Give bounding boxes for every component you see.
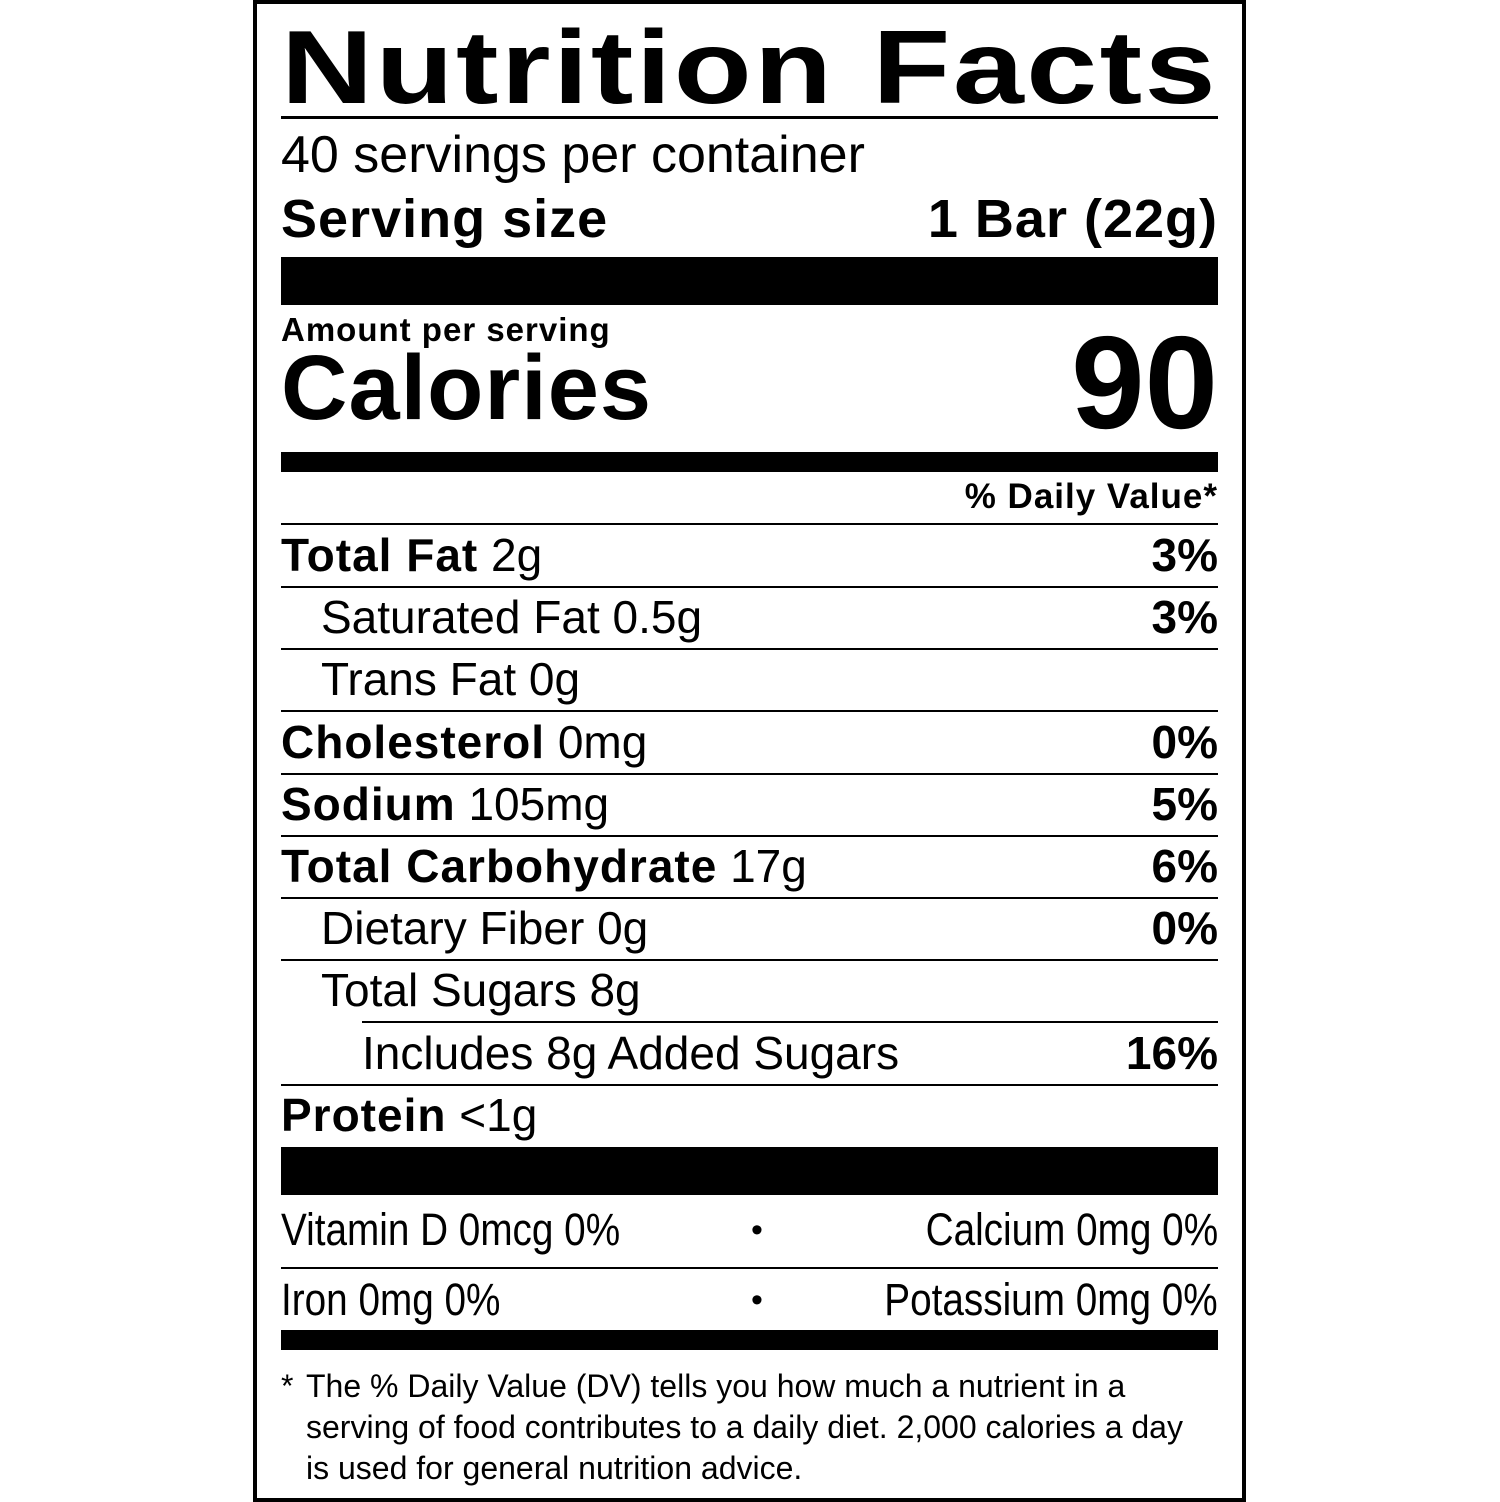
daily-value-percent: 16% bbox=[1125, 1026, 1218, 1079]
nutrient-amount: 17g bbox=[730, 840, 807, 892]
calories-value: 90 bbox=[1071, 309, 1218, 456]
footnote-star: * bbox=[281, 1368, 294, 1404]
nutrient-name: Protein <1g bbox=[281, 1088, 537, 1142]
footnote-text: The % Daily Value (DV) tells you how muc… bbox=[306, 1368, 1183, 1486]
divider bbox=[281, 834, 1218, 837]
nutrient-amount: 0mg bbox=[557, 715, 648, 768]
serving-size-value: 1 Bar (22g) bbox=[927, 189, 1218, 249]
nutrient-name: Total Carbohydrate 17g bbox=[281, 839, 807, 893]
nutrient-name: Total Fat 2g bbox=[281, 528, 542, 582]
iron: Iron 0mg 0% bbox=[281, 1274, 501, 1325]
thick-divider bbox=[281, 1147, 1218, 1195]
nutrient-name: Trans Fat 0g bbox=[321, 653, 581, 706]
divider bbox=[281, 648, 1218, 651]
serving-size-row: Serving size 1 Bar (22g) bbox=[281, 188, 1218, 250]
nutrient-name: Dietary Fiber 0g bbox=[321, 902, 649, 955]
bullet-separator: • bbox=[751, 1281, 763, 1319]
medium-divider bbox=[281, 1330, 1218, 1350]
calcium: Calcium 0mg 0% bbox=[925, 1204, 1218, 1255]
nutrient-row: Sodium 105mg 5% bbox=[281, 774, 1218, 834]
vitamin-row: Iron 0mg 0% • Potassium 0mg 0% bbox=[281, 1267, 1218, 1333]
nutrient-label: Sodium bbox=[281, 777, 456, 830]
divider bbox=[281, 523, 1218, 525]
calories-label: Calories bbox=[281, 337, 653, 439]
divider bbox=[281, 772, 1218, 775]
divider bbox=[281, 116, 1218, 119]
title-text: Nutrition Facts bbox=[281, 10, 1218, 126]
nutrient-name: Includes 8g Added Sugars bbox=[362, 1026, 900, 1079]
nutrient-row: Total Carbohydrate 17g 6% bbox=[281, 836, 1218, 896]
daily-value-percent: 3% bbox=[1151, 529, 1218, 581]
thick-divider bbox=[281, 257, 1218, 305]
nutrient-label: Cholesterol bbox=[281, 715, 546, 768]
divider bbox=[281, 1267, 1218, 1269]
vitamin-d: Vitamin D 0mcg 0% bbox=[281, 1204, 621, 1255]
nutrient-row: Saturated Fat 0.5g 3% bbox=[281, 587, 1218, 647]
divider bbox=[281, 586, 1218, 588]
nutrient-row: Total Fat 2g 3% bbox=[281, 525, 1218, 585]
divider bbox=[362, 1021, 1218, 1024]
label-title: Nutrition Facts bbox=[281, 10, 1218, 126]
nutrient-label: Total Fat bbox=[281, 529, 479, 581]
divider bbox=[281, 959, 1218, 962]
medium-divider bbox=[281, 452, 1218, 472]
nutrient-amount: 105mg bbox=[468, 777, 610, 830]
serving-size-label: Serving size bbox=[281, 189, 609, 249]
daily-value-percent: 5% bbox=[1151, 777, 1218, 830]
calories-row: Calories 90 bbox=[281, 309, 1218, 456]
amount-per-serving: Amount per serving bbox=[281, 311, 611, 348]
daily-value-percent: 0% bbox=[1151, 715, 1218, 768]
nutrient-row: Total Sugars 8g bbox=[281, 960, 1218, 1020]
daily-value-percent: 0% bbox=[1151, 902, 1218, 955]
divider bbox=[281, 897, 1218, 899]
bullet-separator: • bbox=[751, 1211, 763, 1249]
vitamin-row: Vitamin D 0mcg 0% • Calcium 0mg 0% bbox=[281, 1197, 1218, 1263]
footnote: * The % Daily Value (DV) tells you how m… bbox=[281, 1366, 1211, 1489]
nutrient-row: Trans Fat 0g bbox=[281, 649, 1218, 709]
nutrient-name: Saturated Fat 0.5g bbox=[321, 591, 703, 644]
daily-value-percent: 3% bbox=[1151, 591, 1218, 644]
nutrient-row: Protein <1g bbox=[281, 1085, 1218, 1145]
potassium: Potassium 0mg 0% bbox=[884, 1274, 1218, 1325]
nutrient-amount: 2g bbox=[491, 529, 543, 581]
nutrient-amount: <1g bbox=[459, 1088, 538, 1141]
divider bbox=[281, 1083, 1218, 1086]
daily-value-header: % Daily Value* bbox=[964, 477, 1218, 516]
nutrient-label: Protein bbox=[281, 1088, 447, 1141]
nutrient-label: Total Carbohydrate bbox=[281, 840, 718, 892]
nutrient-row: Cholesterol 0mg 0% bbox=[281, 712, 1218, 772]
nutrient-row: Dietary Fiber 0g 0% bbox=[281, 898, 1218, 958]
nutrient-name: Total Sugars 8g bbox=[321, 964, 641, 1017]
daily-value-percent: 6% bbox=[1151, 840, 1218, 892]
servings-per-container: 40 servings per container bbox=[281, 126, 865, 184]
nutrient-name: Cholesterol 0mg bbox=[281, 715, 647, 769]
nutrient-name: Sodium 105mg bbox=[281, 777, 609, 831]
divider bbox=[281, 710, 1218, 713]
nutrient-row: Includes 8g Added Sugars 16% bbox=[281, 1023, 1218, 1083]
